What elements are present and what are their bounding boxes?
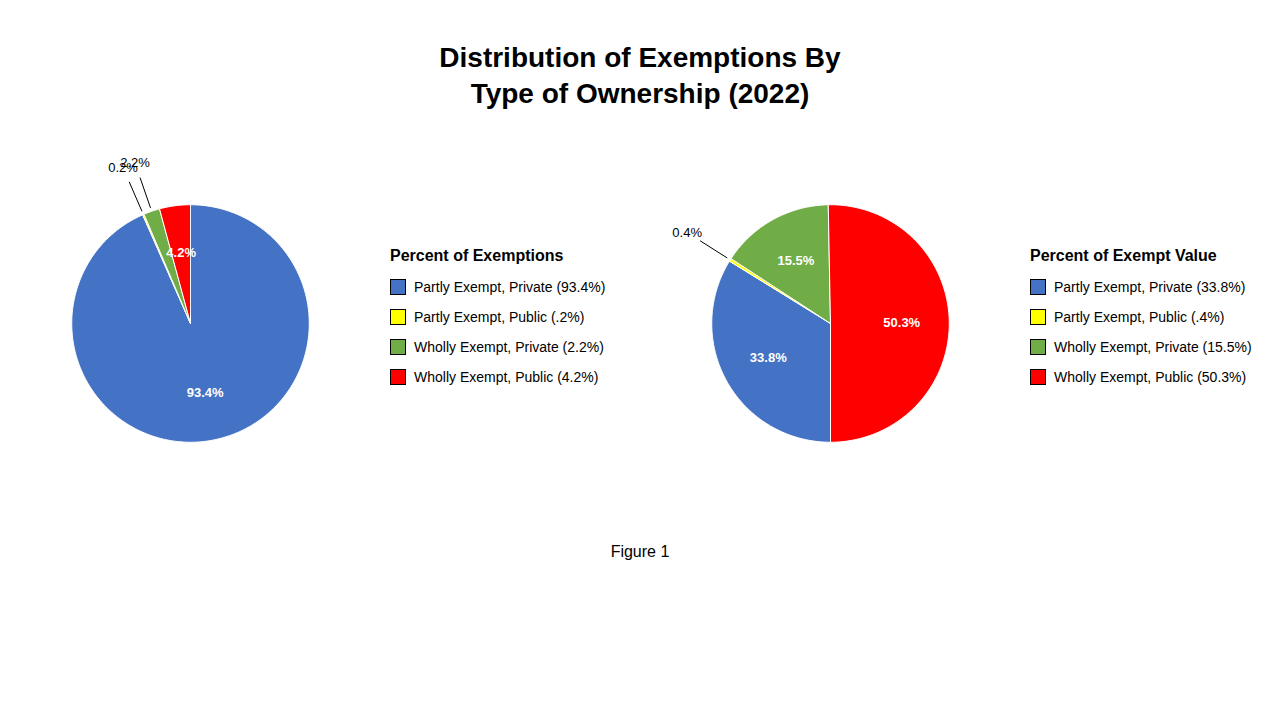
html-text:Distribution of Exemptions By: Distribution of Exemptions By Type of Ow… — [439, 42, 841, 110]
html-text:Wholly Exempt, Private (2.2%): Wholly Exempt, Private (2.2%) — [414, 338, 604, 355]
svg-text:33.8%: 33.8% — [750, 350, 787, 365]
html-text:Partly Exempt, Private (33.8%): Partly Exempt, Private (33.8%) — [1054, 278, 1246, 295]
html-text:Partly Exempt, Public (.4%): Partly Exempt, Public (.4%) — [1054, 308, 1225, 325]
html-text:Figure 1: Figure 1 — [610, 542, 670, 560]
svg-text:50.3%: 50.3% — [883, 315, 920, 330]
svg-text:0.4%: 0.4% — [672, 224, 702, 239]
html-text:Percent of Exempt Value: Percent of Exempt Value — [1030, 246, 1217, 264]
html-text:Partly Exempt, Public (.2%): Partly Exempt, Public (.2%) — [414, 308, 585, 325]
html-text:Wholly Exempt, Public (50.3%): Wholly Exempt, Public (50.3%) — [1054, 368, 1247, 385]
svg-text:4.2%: 4.2% — [166, 245, 196, 260]
svg-text:2.2%: 2.2% — [120, 155, 150, 170]
html-text:Wholly Exempt, Public (4.2%): Wholly Exempt, Public (4.2%) — [414, 368, 599, 385]
html-text:Partly Exempt, Private (93.4%): Partly Exempt, Private (93.4%) — [414, 278, 606, 295]
svg-text:93.4%: 93.4% — [187, 385, 224, 400]
html-text:Wholly Exempt, Private (15.5%): Wholly Exempt, Private (15.5%) — [1054, 338, 1252, 355]
html-text:Percent of Exemptions: Percent of Exemptions — [390, 246, 564, 264]
svg-text:15.5%: 15.5% — [778, 253, 815, 268]
